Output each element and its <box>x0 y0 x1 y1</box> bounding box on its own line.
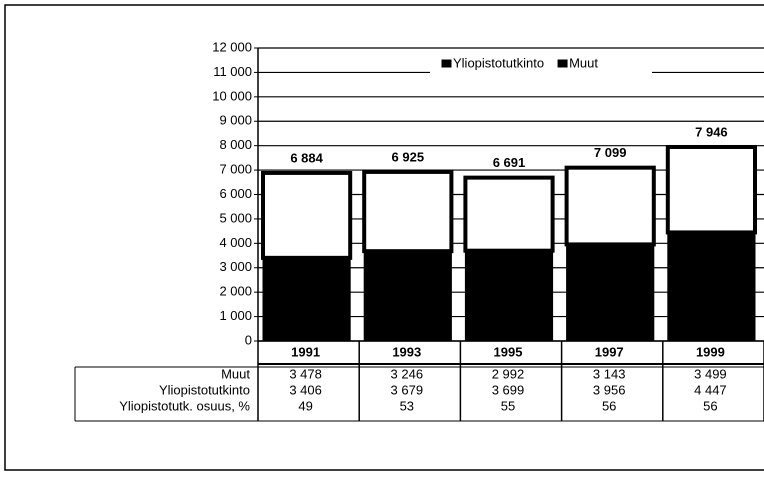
table-cell: 3 499 <box>694 366 727 381</box>
table-cell: 3 956 <box>593 382 626 397</box>
total-label: 6 925 <box>392 149 425 164</box>
table-cell: 4 447 <box>694 382 727 397</box>
bar-segment <box>566 243 655 342</box>
table-cell: 3 478 <box>289 366 322 381</box>
bar-segment <box>667 231 756 342</box>
x-tick-label: 1999 <box>696 344 725 359</box>
y-tick-label: 11 000 <box>213 64 252 79</box>
table-cell: 53 <box>400 398 414 413</box>
table-cell: 55 <box>501 398 515 413</box>
y-tick-label: 6 000 <box>219 186 252 201</box>
row-label: Muut <box>221 366 250 381</box>
y-tick-label: 8 000 <box>219 137 252 152</box>
table-cell: 3 143 <box>593 366 626 381</box>
frame <box>4 4 764 471</box>
y-tick-label: 2 000 <box>219 284 252 299</box>
row-label: Yliopistotutk. osuus, % <box>119 398 250 413</box>
bar-segment <box>362 169 454 254</box>
y-tick-label: 0 <box>245 332 252 347</box>
legend-label: Yliopistotutkinto <box>453 55 544 70</box>
total-label: 7 946 <box>695 124 728 139</box>
bar-segment <box>261 170 353 260</box>
y-tick-label: 1 000 <box>219 308 252 323</box>
table-cell: 3 406 <box>289 382 322 397</box>
legend-swatch <box>441 59 452 68</box>
x-tick-label: 1993 <box>392 344 421 359</box>
y-tick-label: 4 000 <box>219 235 252 250</box>
bar-segment <box>463 175 555 253</box>
y-tick-label: 7 000 <box>219 162 252 177</box>
table-cell: 56 <box>602 398 616 413</box>
y-tick-label: 3 000 <box>219 259 252 274</box>
legend-box <box>430 54 652 74</box>
bar-segment <box>363 250 452 342</box>
table-cell: 3 679 <box>391 382 424 397</box>
table-cell: 3 699 <box>492 382 525 397</box>
bar-segment <box>564 165 656 247</box>
table-cell: 56 <box>703 398 717 413</box>
y-tick-label: 12 000 <box>212 39 252 54</box>
bar-segment <box>262 257 351 342</box>
row-label: Yliopistotutkinto <box>159 382 250 397</box>
bar-segment <box>665 144 757 235</box>
x-tick-label: 1997 <box>595 344 624 359</box>
total-label: 7 099 <box>594 145 627 160</box>
bar-segment <box>464 250 554 342</box>
table-cell: 3 246 <box>391 366 424 381</box>
y-tick-label: 5 000 <box>219 210 252 225</box>
x-tick-label: 1991 <box>291 344 320 359</box>
total-label: 6 691 <box>493 155 526 170</box>
legend-swatch <box>557 59 568 68</box>
table-cell: 49 <box>298 398 312 413</box>
x-tick-label: 1995 <box>494 344 523 359</box>
legend-label: Muut <box>569 55 598 70</box>
y-tick-label: 9 000 <box>219 113 252 128</box>
table-cell: 2 992 <box>492 366 525 381</box>
total-label: 6 884 <box>290 150 323 165</box>
y-tick-label: 10 000 <box>212 88 252 103</box>
